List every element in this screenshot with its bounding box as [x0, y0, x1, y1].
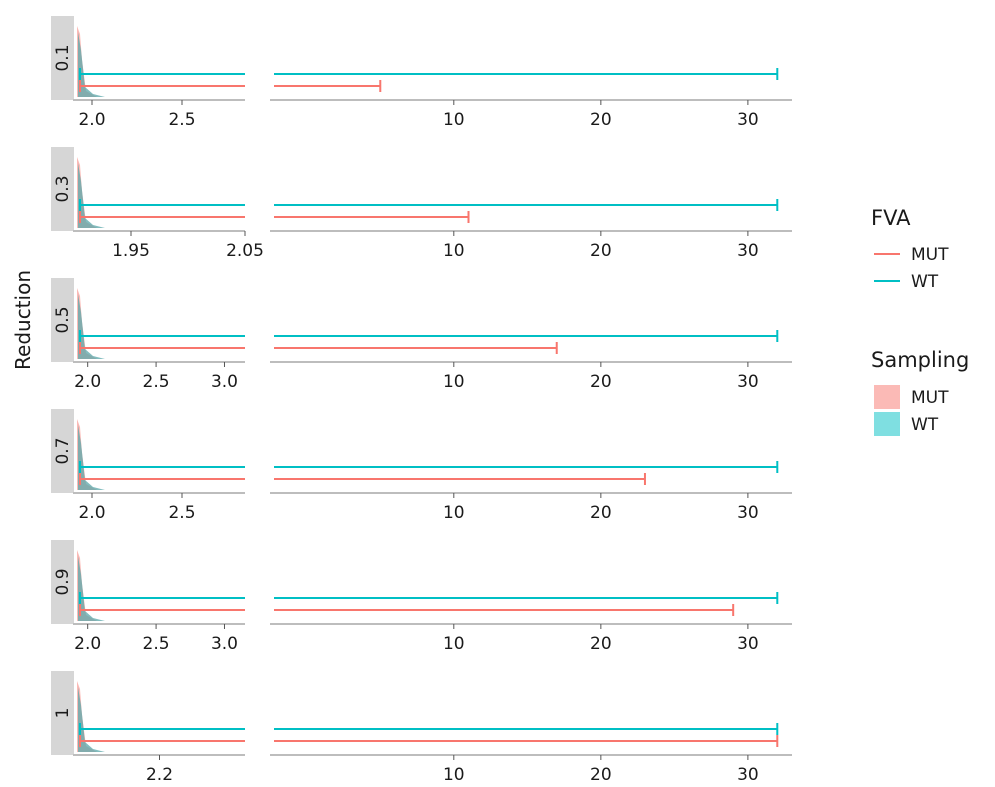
- left-tick-label: 2.05: [226, 241, 264, 261]
- left-tick-label: 3.0: [211, 634, 238, 654]
- facet-strip-label: 0.7: [53, 437, 73, 464]
- panel: 0.9 2.0 2.5 3.0 10 20 30: [51, 540, 792, 654]
- right-tick-label: 30: [737, 765, 759, 785]
- right-tick-label: 20: [590, 765, 612, 785]
- facet-strip-label: 0.1: [53, 44, 73, 71]
- left-tick-label: 3.0: [211, 372, 238, 392]
- y-axis-title: Reduction: [11, 270, 35, 370]
- facet-strip-label: 1: [53, 708, 73, 719]
- legend-label-sampling-wt: WT: [911, 415, 939, 435]
- facet-strip-label: 0.3: [53, 175, 73, 202]
- right-tick-label: 20: [590, 110, 612, 130]
- panel: 0.7 2.0 2.5 10 20 30: [51, 409, 792, 523]
- panel: 0.3 1.95 2.05 10 20 30: [51, 147, 792, 261]
- legend-title-sampling: Sampling: [871, 348, 969, 372]
- sampling-density-wt: [78, 556, 105, 621]
- right-tick-label: 30: [737, 241, 759, 261]
- panels-group: 0.1 2.0 2.5 10 20 30 0.3 1.95 2.05 10 20 30 0.5 2.0 2.…: [51, 16, 792, 785]
- right-tick-label: 20: [590, 503, 612, 523]
- panel: 0.1 2.0 2.5 10 20 30: [51, 16, 792, 130]
- facet-strip: [51, 16, 74, 100]
- panel: 0.5 2.0 2.5 3.0 10 20 30: [51, 278, 792, 392]
- legend-label-fva-wt: WT: [911, 272, 939, 292]
- right-tick-label: 30: [737, 372, 759, 392]
- right-tick-label: 10: [443, 765, 465, 785]
- facet-strip: [51, 409, 74, 493]
- right-tick-label: 10: [443, 503, 465, 523]
- left-tick-label: 2.5: [143, 372, 170, 392]
- legend-label-fva-mut: MUT: [911, 245, 949, 265]
- right-tick-label: 30: [737, 110, 759, 130]
- facet-strip-label: 0.9: [53, 568, 73, 595]
- facet-strip: [51, 540, 74, 624]
- left-tick-label: 2.0: [74, 372, 101, 392]
- left-tick-label: 2.5: [168, 110, 195, 130]
- left-tick-label: 2.0: [78, 503, 105, 523]
- right-tick-label: 10: [443, 634, 465, 654]
- right-tick-label: 20: [590, 634, 612, 654]
- left-tick-label: 2.0: [74, 634, 101, 654]
- sampling-density-wt: [78, 163, 105, 228]
- right-tick-label: 10: [443, 372, 465, 392]
- right-tick-label: 20: [590, 241, 612, 261]
- right-tick-label: 10: [443, 241, 465, 261]
- sampling-density-wt: [78, 32, 105, 97]
- left-tick-label: 2.5: [143, 634, 170, 654]
- legend-label-sampling-mut: MUT: [911, 388, 949, 408]
- legend-key-sampling-mut: [874, 385, 900, 409]
- left-tick-label: 2.2: [146, 765, 173, 785]
- right-tick-label: 30: [737, 503, 759, 523]
- left-tick-label: 2.5: [168, 503, 195, 523]
- left-tick-label: 2.0: [78, 110, 105, 130]
- right-tick-label: 30: [737, 634, 759, 654]
- sampling-density-wt: [78, 425, 105, 490]
- right-tick-label: 20: [590, 372, 612, 392]
- legend-key-sampling-wt: [874, 412, 900, 436]
- facet-strip: [51, 147, 74, 231]
- facet-strip: [51, 278, 74, 362]
- facet-strip-label: 0.5: [53, 306, 73, 333]
- panel: 1 2.2 10 20 30: [51, 671, 792, 785]
- sampling-density-wt: [78, 687, 105, 752]
- facet-strip: [51, 671, 74, 755]
- sampling-density-wt: [78, 294, 105, 359]
- legend-title-fva: FVA: [871, 206, 911, 230]
- left-tick-label: 1.95: [112, 241, 150, 261]
- right-tick-label: 10: [443, 110, 465, 130]
